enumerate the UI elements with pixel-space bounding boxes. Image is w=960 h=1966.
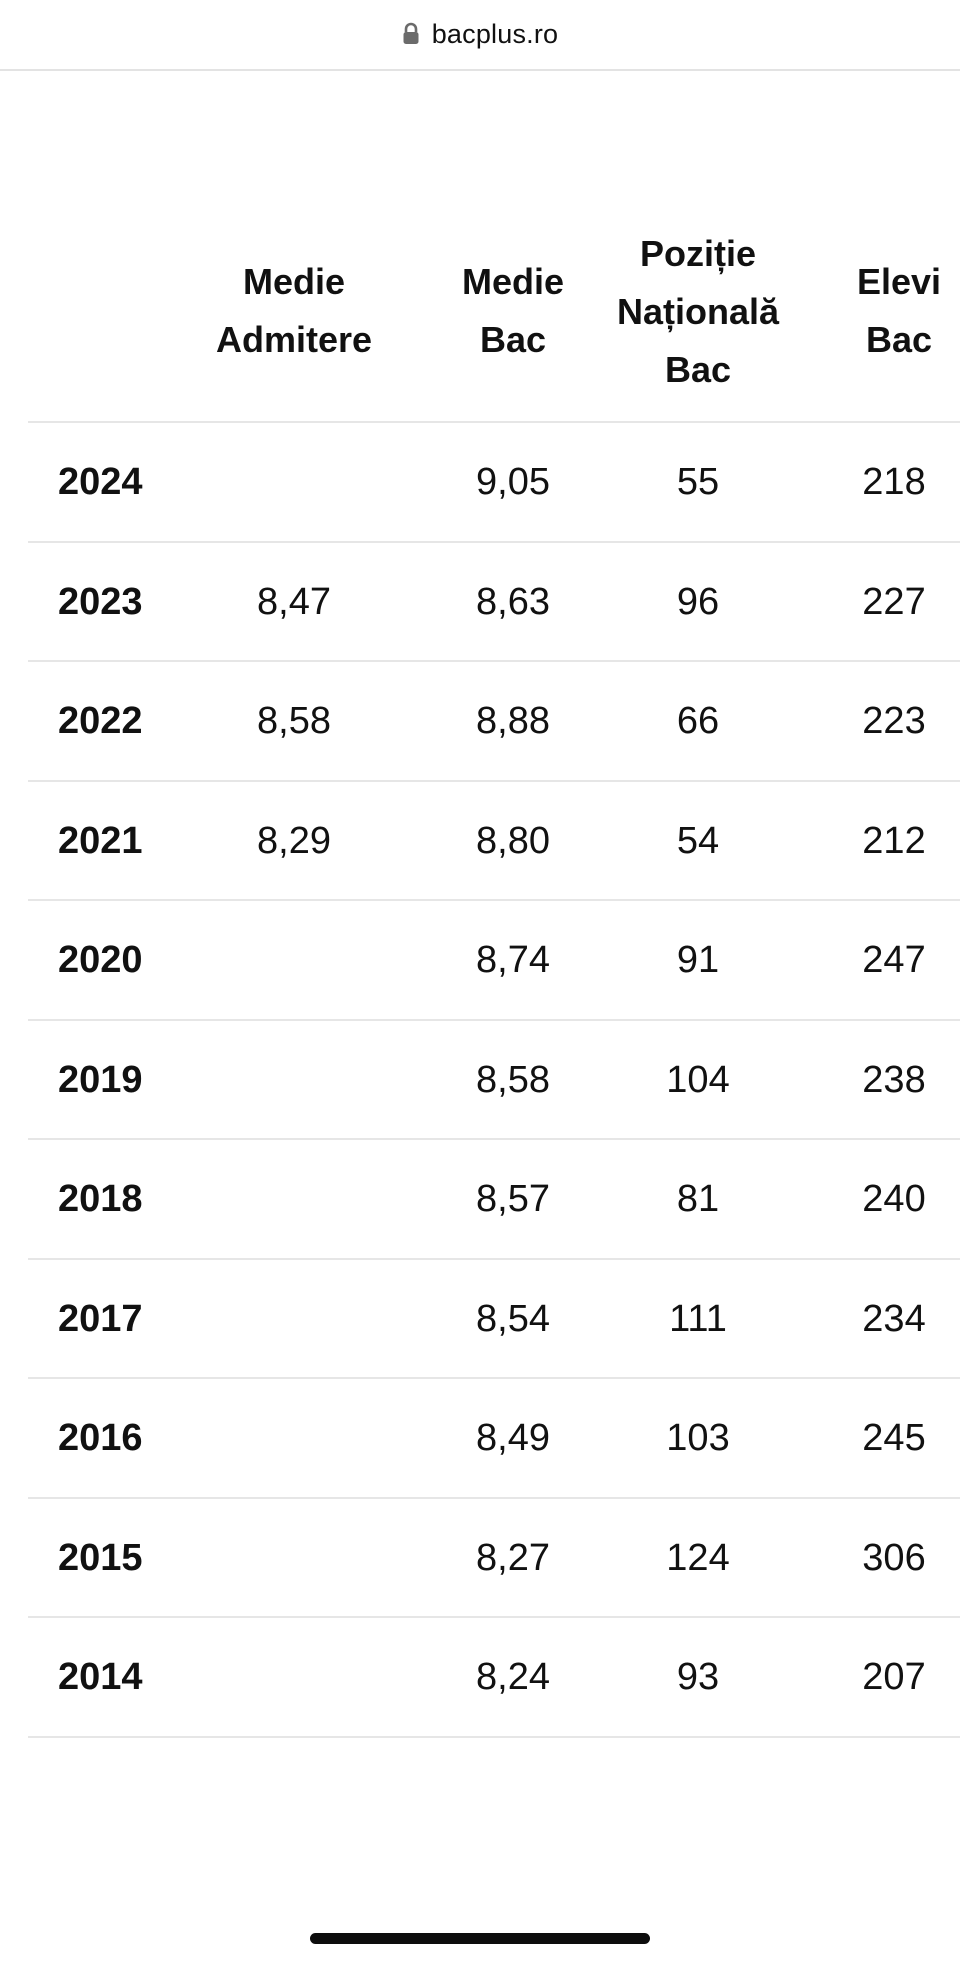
lock-icon (402, 22, 420, 46)
table-row: 2024 9,05 55 218 (28, 423, 960, 543)
cell-elevi-bac: 247 (862, 939, 926, 981)
cell-medie-admitere: 8,29 (257, 819, 331, 862)
cell-pozitie-nationala: 91 (676, 939, 720, 981)
home-indicator[interactable] (310, 1933, 650, 1944)
table-body: 2024 9,05 55 218 2023 8,47 8,63 96 227 2022 8,58 8,… (28, 423, 960, 1738)
cell-year: 2021 (58, 819, 143, 862)
cell-pozitie-nationala: 103 (666, 1417, 730, 1459)
header-pozitie-nationala-bac: Poziție Națională Bac (616, 233, 780, 390)
cell-medie-admitere (198, 1021, 390, 1139)
cell-medie-admitere: 8,58 (257, 700, 331, 742)
cell-pozitie-nationala: 96 (676, 580, 720, 623)
cell-pozitie-nationala: 124 (666, 1536, 730, 1579)
cell-medie-bac: 8,63 (476, 580, 550, 623)
cell-elevi-bac: 240 (862, 1178, 926, 1220)
table-row: 2021 8,29 8,80 54 212 (28, 782, 960, 901)
cell-elevi-bac: 245 (862, 1417, 926, 1459)
cell-medie-admitere: 8,47 (257, 580, 331, 623)
cell-elevi-bac: 218 (862, 461, 926, 503)
cell-medie-bac: 8,54 (476, 1297, 550, 1340)
header-medie-admitere: Medie Admitere (215, 261, 373, 360)
cell-pozitie-nationala: 111 (669, 1297, 727, 1340)
cell-medie-bac: 8,27 (476, 1536, 550, 1579)
cell-pozitie-nationala: 54 (676, 819, 720, 862)
table-header-row: Medie Admitere Medie Bac Poziție Națională B… (28, 205, 960, 423)
table-row: 2023 8,47 8,63 96 227 (28, 543, 960, 662)
cell-year: 2024 (58, 461, 143, 503)
cell-elevi-bac: 207 (862, 1656, 926, 1698)
table-row: 2019 8,58 104 238 (28, 1021, 960, 1140)
cell-elevi-bac: 238 (862, 1058, 926, 1101)
cell-medie-admitere (198, 1260, 390, 1378)
cell-year: 2014 (58, 1656, 143, 1698)
cell-medie-bac: 8,57 (476, 1178, 550, 1220)
url-display[interactable]: bacplus.ro (0, 16, 960, 52)
cell-medie-admitere (198, 901, 390, 1019)
cell-year: 2023 (58, 580, 143, 623)
cell-medie-bac: 8,58 (476, 1058, 550, 1101)
cell-year: 2017 (58, 1297, 143, 1340)
browser-url-bar[interactable]: bacplus.ro (0, 0, 960, 71)
cell-year: 2018 (58, 1178, 143, 1220)
cell-elevi-bac: 223 (862, 700, 926, 742)
cell-year: 2015 (58, 1536, 143, 1579)
table-row: 2015 8,27 124 306 (28, 1499, 960, 1618)
cell-pozitie-nationala: 104 (666, 1058, 730, 1101)
table-row: 2016 8,49 103 245 (28, 1379, 960, 1499)
table-row: 2022 8,58 8,88 66 223 (28, 662, 960, 782)
table-row: 2014 8,24 93 207 (28, 1618, 960, 1738)
cell-pozitie-nationala: 81 (676, 1178, 720, 1220)
cell-medie-bac: 8,80 (476, 819, 550, 862)
cell-medie-bac: 8,74 (476, 939, 550, 981)
cell-medie-admitere (198, 1499, 390, 1617)
cell-medie-admitere (198, 1379, 390, 1497)
cell-elevi-bac: 227 (862, 580, 926, 623)
header-elevi-bac: Elevi Bac (856, 261, 942, 360)
cell-medie-bac: 8,88 (476, 700, 550, 742)
url-text: bacplus.ro (431, 18, 559, 49)
cell-medie-admitere (198, 423, 390, 541)
cell-medie-bac: 9,05 (476, 461, 550, 503)
cell-pozitie-nationala: 93 (676, 1656, 720, 1698)
cell-year: 2016 (58, 1417, 143, 1459)
cell-year: 2020 (58, 939, 143, 981)
cell-medie-admitere (198, 1140, 390, 1258)
cell-pozitie-nationala: 66 (676, 700, 720, 742)
cell-medie-bac: 8,49 (476, 1417, 550, 1459)
cell-pozitie-nationala: 55 (676, 461, 720, 503)
table-row: 2018 8,57 81 240 (28, 1140, 960, 1260)
table-row: 2017 8,54 111 234 (28, 1260, 960, 1379)
table-row: 2020 8,74 91 247 (28, 901, 960, 1021)
cell-medie-admitere (198, 1618, 390, 1736)
results-table: Medie Admitere Medie Bac Poziție Națională B… (28, 205, 960, 1738)
cell-medie-bac: 8,24 (476, 1656, 550, 1698)
cell-elevi-bac: 306 (862, 1536, 926, 1579)
cell-elevi-bac: 212 (862, 819, 926, 862)
header-medie-bac: Medie Bac (461, 261, 565, 360)
cell-year: 2022 (58, 700, 143, 742)
cell-year: 2019 (58, 1058, 143, 1101)
cell-elevi-bac: 234 (862, 1297, 926, 1340)
